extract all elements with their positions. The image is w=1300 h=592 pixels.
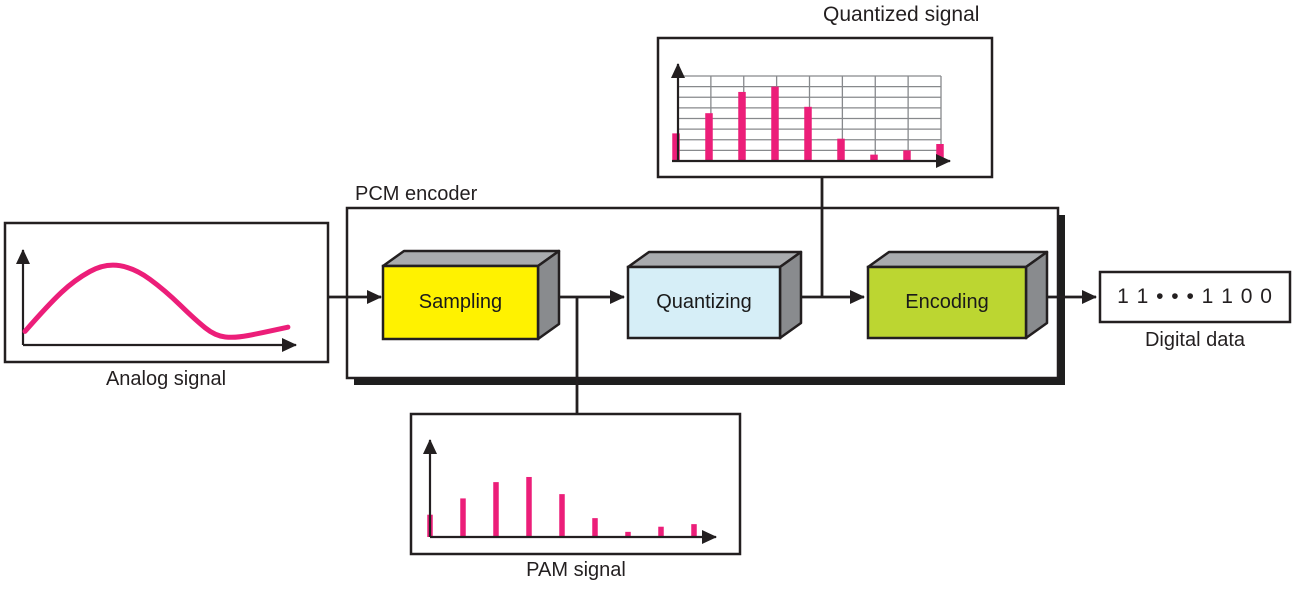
sampling-block [381, 249, 561, 341]
sampling-block-side [536, 249, 561, 341]
sampling-block-top [381, 249, 561, 268]
quant-bars-bar-5 [837, 138, 845, 161]
quant-bars-bar-4 [804, 106, 812, 161]
pam-bars-bar-1 [460, 498, 466, 537]
pam-bars-bar-2 [493, 482, 499, 537]
encoding-block-top [866, 250, 1049, 269]
analog-curve-path [22, 262, 291, 340]
quant-bars-bar-8 [936, 144, 944, 161]
digital-data-value: 1 1 • • • 1 1 0 0 [1117, 285, 1273, 308]
quant-bars-bar-3 [771, 86, 779, 161]
quantizing-block [626, 250, 803, 340]
pam-bars-bar-7 [658, 526, 664, 537]
digital-data-box [1098, 270, 1292, 324]
pam-bars-bar-5 [592, 518, 598, 537]
analog-signal-label: Analog signal [105, 368, 227, 390]
quant-bars-bar-7 [903, 150, 911, 161]
quantized-signal-title: Quantized signal [823, 3, 980, 26]
pam-bars-bar-3 [526, 476, 532, 537]
sampling-block-front [381, 264, 540, 341]
encoding-block-side [1024, 250, 1049, 340]
encoding-block [866, 250, 1049, 340]
quant-bars-bar-0 [672, 133, 680, 161]
encoding-block-front [866, 265, 1028, 340]
pam-bars-bar-8 [691, 524, 697, 537]
quant-bars-bar-1 [705, 113, 713, 161]
pam-bars-bar-6 [625, 531, 631, 537]
quantizing-block-side [778, 250, 803, 340]
pam-signal-label: PAM signal [526, 559, 626, 581]
quant-bars-bar-6 [870, 154, 878, 161]
pam-signal-box [409, 412, 742, 556]
quant-bars-bar-2 [738, 91, 746, 161]
quantizing-block-top [626, 250, 803, 269]
digital-data-label: Digital data [1144, 329, 1246, 351]
quantized-bars [672, 86, 944, 161]
pcm-encoder-label: PCM encoder [355, 183, 478, 205]
quantizing-block-front [626, 265, 782, 340]
analog-waveform [22, 262, 291, 340]
pam-bars-bar-4 [559, 494, 565, 537]
